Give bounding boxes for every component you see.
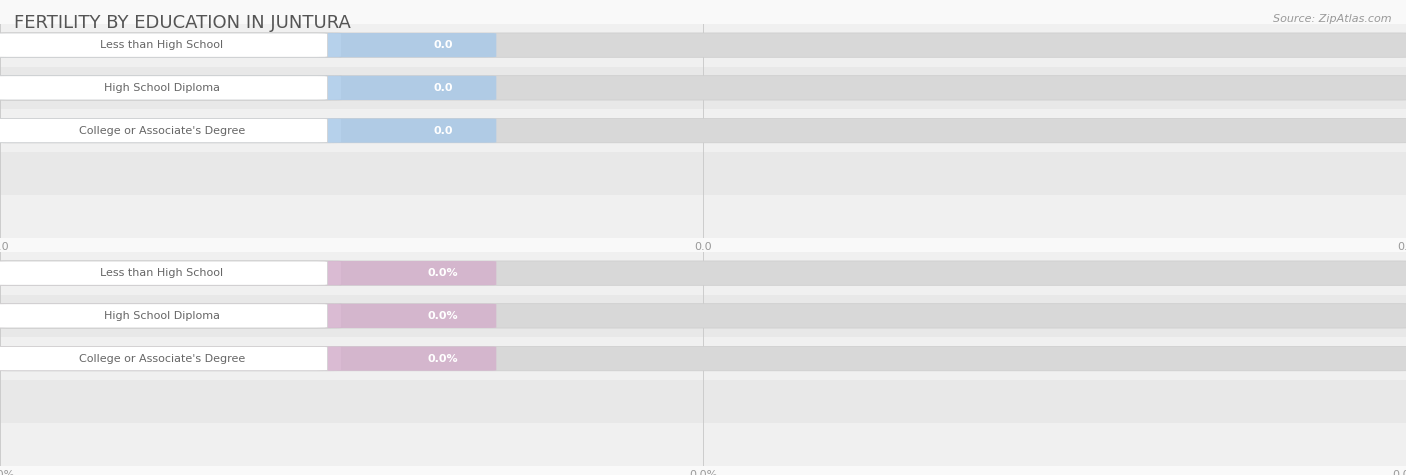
FancyBboxPatch shape [0,118,1406,143]
Text: Less than High School: Less than High School [100,40,224,50]
Text: 0.0%: 0.0% [427,353,458,364]
Text: College or Associate's Degree: College or Associate's Degree [79,353,245,364]
Bar [0,294,1406,337]
FancyBboxPatch shape [0,261,1406,285]
Text: College or Associate's Degree: College or Associate's Degree [79,125,245,136]
Bar [0,24,1406,66]
FancyBboxPatch shape [0,261,496,285]
FancyBboxPatch shape [0,119,342,142]
FancyBboxPatch shape [0,347,342,370]
FancyBboxPatch shape [0,76,1406,100]
Text: 0.0: 0.0 [433,40,453,50]
Text: High School Diploma: High School Diploma [104,83,219,93]
FancyBboxPatch shape [0,76,328,100]
FancyBboxPatch shape [0,304,328,328]
FancyBboxPatch shape [0,119,328,142]
FancyBboxPatch shape [0,346,1406,371]
FancyBboxPatch shape [0,76,496,100]
Bar [0,66,1406,109]
FancyBboxPatch shape [0,76,342,100]
FancyBboxPatch shape [0,33,1406,57]
FancyBboxPatch shape [0,304,342,328]
FancyBboxPatch shape [0,347,328,370]
FancyBboxPatch shape [0,33,342,57]
Bar [0,109,1406,152]
Bar [0,152,1406,195]
FancyBboxPatch shape [0,261,328,285]
Bar [0,380,1406,423]
Text: 0.0: 0.0 [433,83,453,93]
Bar [0,195,1406,238]
FancyBboxPatch shape [0,304,1406,328]
FancyBboxPatch shape [0,347,496,370]
FancyBboxPatch shape [0,33,328,57]
Text: Source: ZipAtlas.com: Source: ZipAtlas.com [1274,14,1392,24]
Text: Less than High School: Less than High School [100,268,224,278]
FancyBboxPatch shape [0,33,496,57]
Text: 0.0: 0.0 [433,125,453,136]
Text: 0.0%: 0.0% [427,311,458,321]
FancyBboxPatch shape [0,304,496,328]
Text: 0.0%: 0.0% [427,268,458,278]
Text: FERTILITY BY EDUCATION IN JUNTURA: FERTILITY BY EDUCATION IN JUNTURA [14,14,352,32]
FancyBboxPatch shape [0,119,496,142]
Text: High School Diploma: High School Diploma [104,311,219,321]
Bar [0,337,1406,380]
Bar [0,252,1406,294]
Bar [0,423,1406,466]
FancyBboxPatch shape [0,261,342,285]
